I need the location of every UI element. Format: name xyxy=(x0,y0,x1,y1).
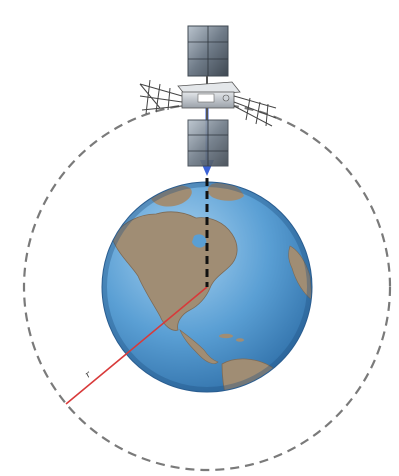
satellite-body xyxy=(177,81,241,109)
solar-panel-upper xyxy=(187,25,229,86)
antenna-left xyxy=(139,79,183,115)
satellite-icon xyxy=(139,25,277,167)
solar-panel-lower xyxy=(187,108,229,167)
orbit-radius-label: r xyxy=(84,369,94,380)
earth-landmass xyxy=(102,182,312,392)
orbit-radius-line xyxy=(65,286,208,405)
antenna-right xyxy=(233,95,277,127)
